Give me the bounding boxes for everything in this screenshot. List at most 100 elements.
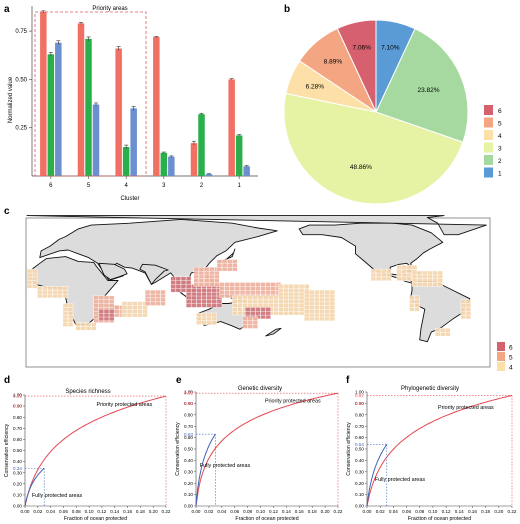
priority-cell (324, 316, 330, 322)
x-tick-label: 0.04 (46, 509, 55, 514)
pie-slice-label: 23.82% (418, 87, 440, 94)
priority-cell (244, 289, 251, 295)
accumulation-curve (24, 395, 167, 507)
priority-cell (62, 318, 69, 323)
priority-cell (252, 303, 259, 308)
priority-cell (288, 310, 294, 316)
priority-cell (409, 303, 415, 308)
priority-cell (329, 293, 336, 299)
priority-cell (80, 326, 87, 331)
priority-cell (142, 305, 148, 310)
priority-cell (67, 318, 74, 323)
priority-cell (411, 270, 418, 276)
priority-cell (149, 301, 156, 306)
y-tick-label: 0.70 (184, 424, 193, 429)
priority-cell (273, 303, 279, 308)
panel-label-d: d (4, 375, 10, 386)
y-axis-label: Conservation efficiency (346, 422, 352, 476)
x-tick-label: 0.06 (230, 509, 239, 514)
priority-cell (226, 263, 233, 268)
greenland-land (26, 215, 487, 236)
priority-cell (47, 293, 53, 299)
bar (153, 36, 160, 177)
priority-cell (434, 331, 441, 337)
bar (235, 135, 243, 176)
priority-cell (422, 270, 428, 276)
priority-cell (278, 295, 284, 301)
priority-cell (237, 295, 243, 301)
x-tick-label: 0.00 (192, 509, 201, 514)
priority-cell (62, 307, 69, 312)
bar (85, 38, 92, 176)
priority-cell (93, 307, 99, 312)
bar-chart-ylabel: Normalized value (8, 76, 14, 123)
priority-cell (142, 309, 148, 314)
y-tick-label: 0.60 (184, 435, 193, 440)
priority-cell (278, 299, 284, 304)
map-legend-label: 5 (509, 355, 513, 362)
x-tick-label: 0.02 (33, 509, 42, 514)
priority-cell (224, 289, 230, 295)
priority-cell (298, 303, 305, 308)
priority-cell (244, 310, 251, 316)
curve-annotation: Fully protected areas (375, 477, 426, 483)
priority-cell (309, 289, 315, 295)
priority-cell (224, 293, 230, 299)
priority-cell (114, 305, 120, 310)
priority-cell (137, 301, 143, 306)
priority-cell (198, 278, 205, 283)
y-tick-label: 0.50 (15, 77, 27, 83)
priority-cell (252, 320, 259, 325)
priority-cell (304, 297, 310, 302)
map-legend-swatch (497, 342, 505, 351)
priority-cell (67, 310, 74, 316)
phylogenetic-diversity-panel: Phylogenetic diversity 0.00 0.10 0.20 0.30 0… (346, 386, 517, 522)
priority-cell (201, 295, 207, 301)
y-tick-label: 0.20 (184, 481, 193, 486)
pie-slice (375, 27, 469, 143)
priority-cell (229, 286, 235, 291)
priority-cell (85, 326, 92, 331)
priority-cell (401, 265, 407, 270)
priority-cell (175, 284, 182, 289)
y-tick-label: 0.00 (13, 504, 22, 509)
priority-cell (329, 316, 336, 322)
priority-cell (211, 303, 218, 308)
priority-cell (370, 276, 377, 281)
genetic-diversity-title: Genetic diversity (238, 386, 282, 392)
priority-cell (180, 276, 187, 281)
priority-cell (26, 272, 33, 278)
priority-cell (137, 312, 143, 318)
priority-cell (142, 312, 148, 318)
legend-label: 2 (498, 158, 502, 165)
priority-cell (209, 278, 215, 283)
x-tick-label: 0.06 (402, 509, 411, 514)
priority-cell (270, 286, 277, 291)
priority-cell (278, 291, 284, 297)
priority-cell (191, 303, 197, 308)
priority-cell (196, 299, 202, 304)
priority-cell (211, 320, 218, 325)
priority-cell (265, 289, 271, 295)
priority-cell (155, 301, 161, 306)
map-legend-swatch (497, 362, 505, 371)
priority-cell (114, 312, 120, 318)
x-tick-label: 5 (87, 183, 91, 189)
highlighted-y-tick-label: 0.99 (184, 391, 193, 396)
priority-cell (414, 295, 420, 301)
priority-cell (242, 295, 248, 301)
priority-cell (170, 276, 176, 281)
highlighted-y-tick-label: 0.90 (184, 401, 193, 406)
priority-cell (283, 287, 289, 293)
priority-cell (288, 299, 294, 304)
priority-cell (396, 268, 402, 274)
india-land (139, 263, 169, 285)
x-tick-label: 0.22 (508, 509, 517, 514)
priority-cell (252, 295, 259, 301)
priority-cell (465, 307, 472, 312)
priority-cell (80, 322, 87, 327)
priority-cell (160, 293, 166, 299)
priority-cell (62, 322, 69, 327)
priority-cell (314, 289, 320, 295)
priority-cell (232, 266, 238, 272)
